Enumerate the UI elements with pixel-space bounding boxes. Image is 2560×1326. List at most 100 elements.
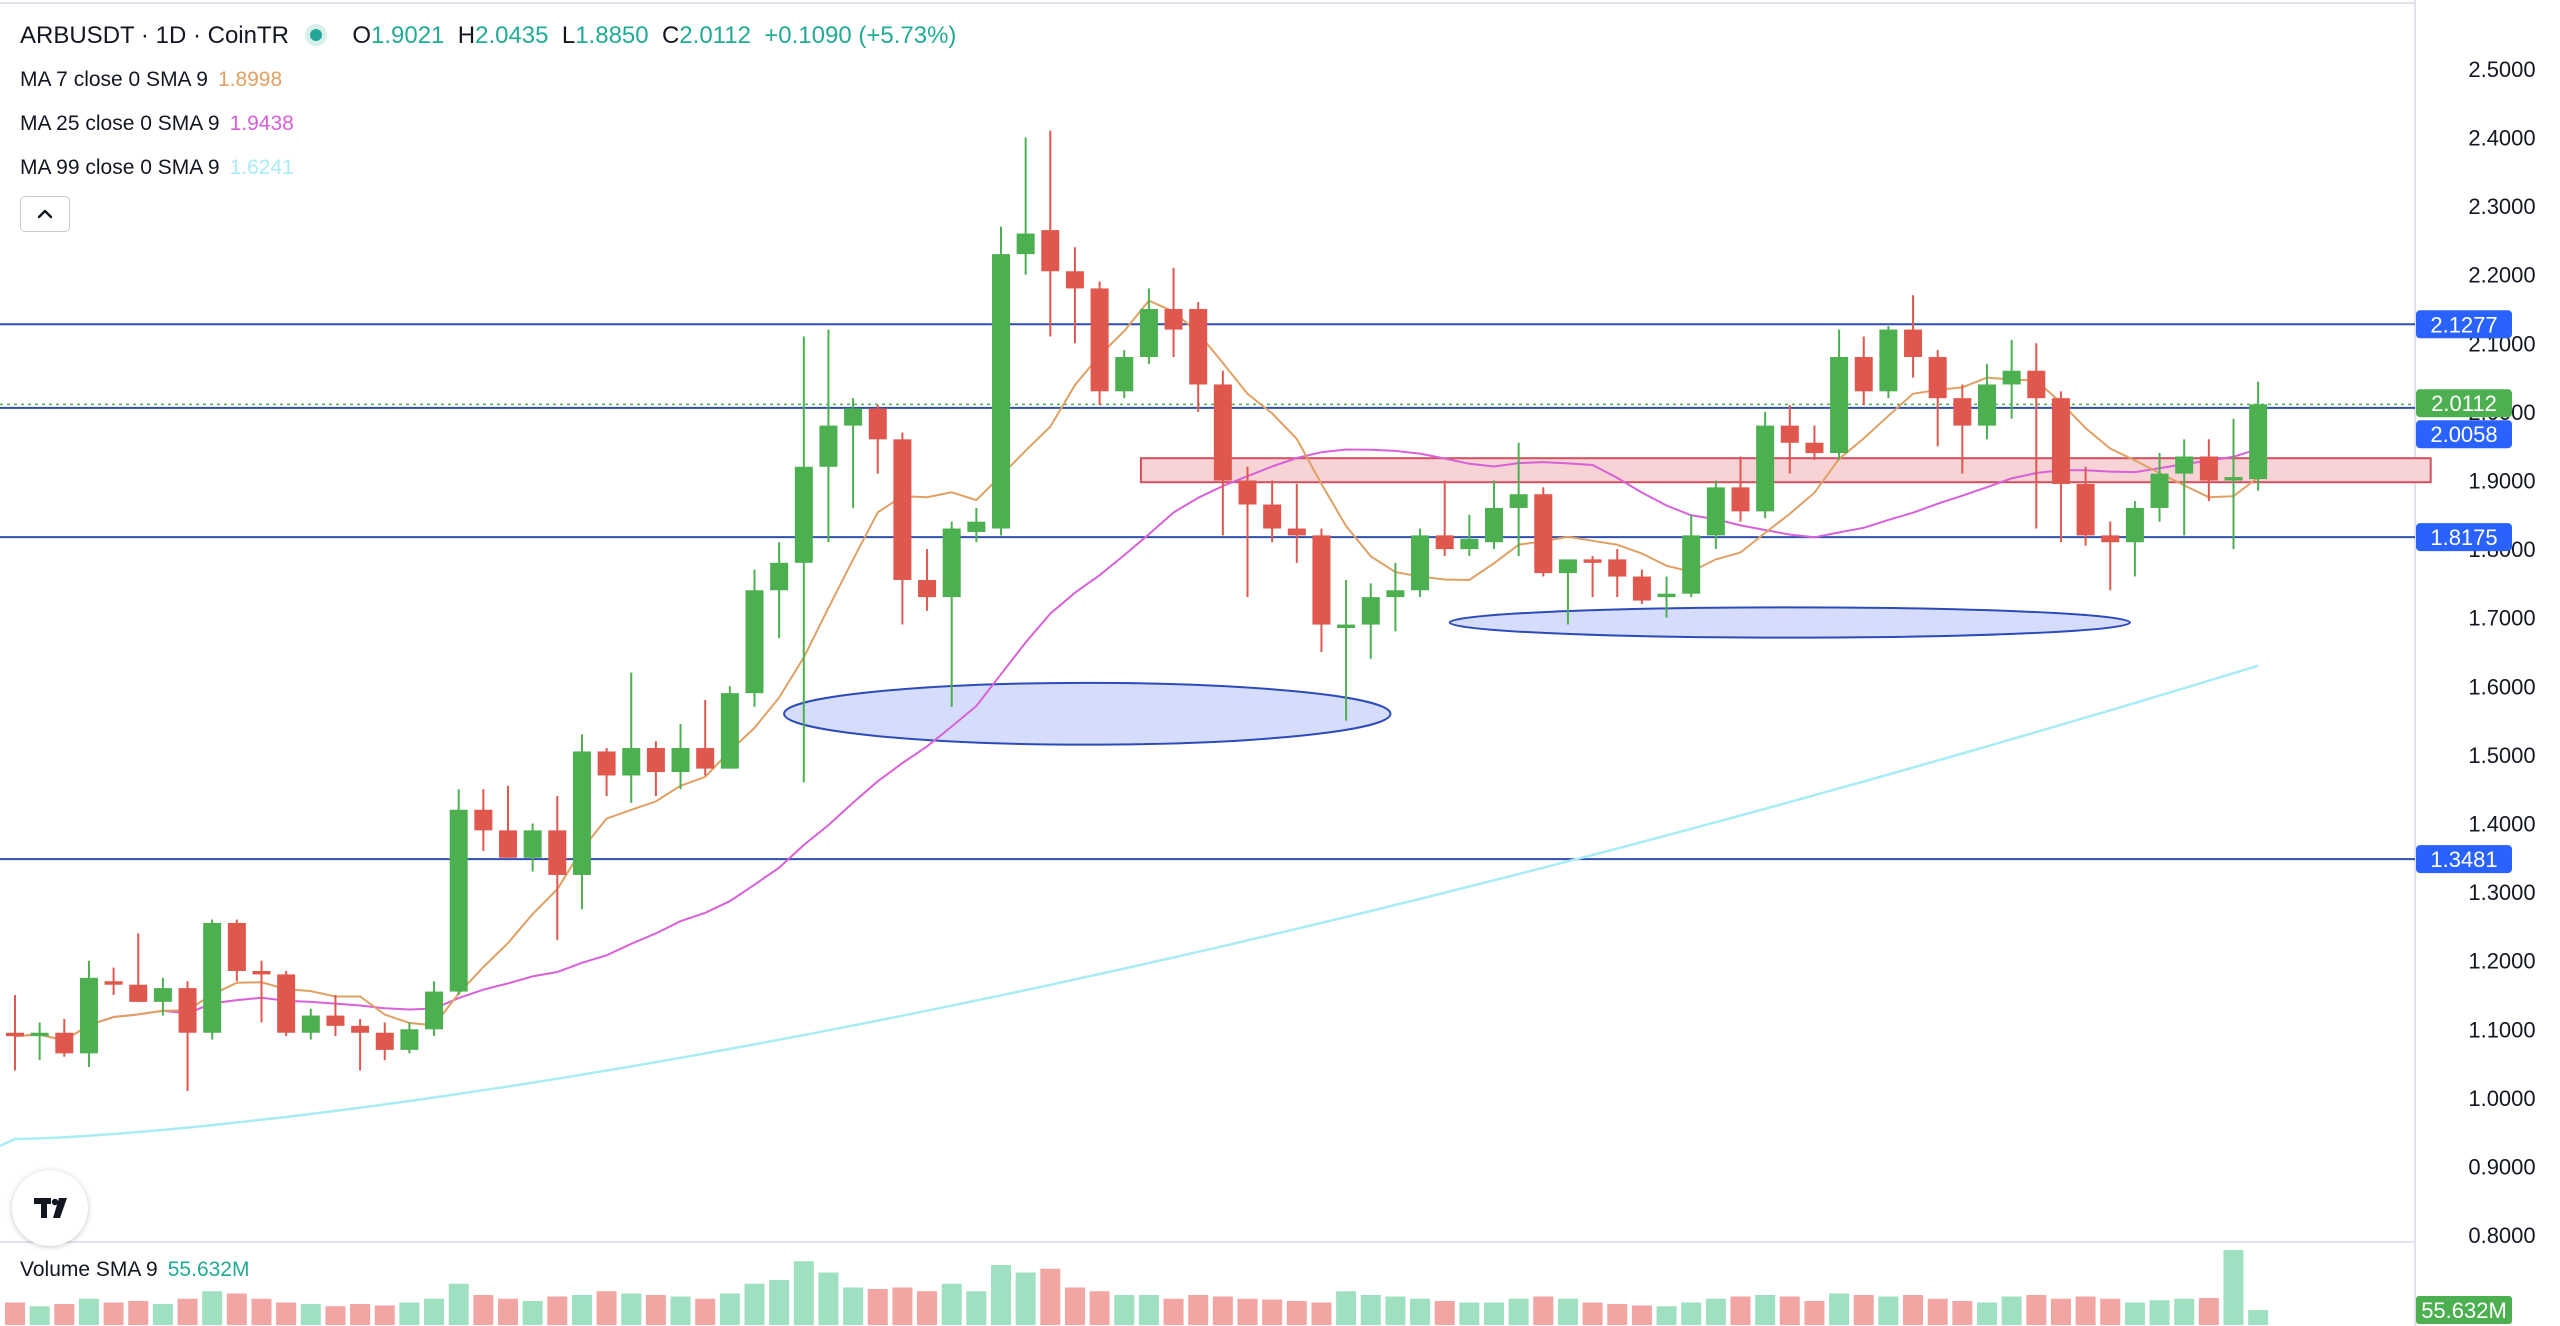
candle[interactable]: [2101, 521, 2120, 591]
candle[interactable]: [1263, 480, 1282, 543]
candle[interactable]: [572, 734, 591, 910]
candle[interactable]: [2249, 381, 2268, 491]
candle[interactable]: [992, 226, 1010, 536]
candle[interactable]: [79, 960, 98, 1068]
candle[interactable]: [1337, 579, 1356, 721]
candle[interactable]: [1805, 425, 1824, 460]
candle[interactable]: [1238, 466, 1257, 598]
candle[interactable]: [474, 789, 493, 851]
candle[interactable]: [1682, 514, 1701, 598]
candle[interactable]: [2076, 466, 2095, 546]
indicator-ma25[interactable]: MA 25 close 0 SMA 9 1.9438: [20, 112, 294, 136]
candle[interactable]: [1879, 326, 1898, 399]
candle[interactable]: [1608, 549, 1627, 598]
candle[interactable]: [1090, 281, 1109, 406]
candle[interactable]: [893, 432, 912, 625]
candle[interactable]: [1041, 130, 1060, 337]
candle[interactable]: [2175, 439, 2194, 536]
candle[interactable]: [449, 789, 468, 995]
candle[interactable]: [203, 919, 222, 1040]
candle[interactable]: [1854, 336, 1873, 406]
candle[interactable]: [720, 686, 739, 769]
candle[interactable]: [153, 977, 172, 1016]
tradingview-logo[interactable]: [12, 1170, 88, 1246]
candle[interactable]: [1509, 442, 1528, 556]
candle[interactable]: [1706, 480, 1725, 550]
candle[interactable]: [129, 933, 148, 1002]
candle[interactable]: [6, 995, 24, 1071]
candle[interactable]: [1361, 583, 1380, 659]
candle[interactable]: [844, 398, 863, 508]
candle[interactable]: [2125, 501, 2144, 577]
candle[interactable]: [252, 960, 271, 1023]
candle[interactable]: [1534, 487, 1553, 577]
candle[interactable]: [104, 967, 123, 995]
candle[interactable]: [1386, 562, 1405, 632]
candle[interactable]: [918, 549, 937, 611]
candle[interactable]: [1583, 555, 1602, 598]
candle[interactable]: [1139, 288, 1158, 364]
candle[interactable]: [1016, 137, 1035, 275]
candle[interactable]: [2027, 343, 2046, 529]
candle[interactable]: [1115, 350, 1134, 399]
candle[interactable]: [499, 785, 517, 858]
candle[interactable]: [1558, 559, 1577, 625]
candle[interactable]: [1928, 350, 1947, 447]
market-status-icon[interactable]: [309, 29, 322, 41]
candle[interactable]: [1213, 370, 1232, 536]
candle[interactable]: [1287, 483, 1306, 563]
candle[interactable]: [1435, 480, 1454, 556]
candle[interactable]: [277, 970, 296, 1037]
candle[interactable]: [671, 724, 690, 790]
candle[interactable]: [646, 741, 665, 797]
candle[interactable]: [351, 1019, 370, 1071]
candle[interactable]: [30, 1022, 49, 1061]
candle[interactable]: [1953, 384, 1972, 474]
candle[interactable]: [2051, 391, 2070, 543]
price-axis[interactable]: 2.50002.40002.30002.20002.10002.00001.90…: [2468, 57, 2535, 1248]
candle[interactable]: [178, 981, 197, 1092]
candle[interactable]: [1485, 480, 1503, 550]
indicator-ma99[interactable]: MA 99 close 0 SMA 9 1.6241: [20, 156, 294, 180]
candle[interactable]: [227, 919, 246, 982]
candle[interactable]: [1780, 405, 1799, 474]
candle[interactable]: [819, 329, 838, 543]
candle[interactable]: [794, 336, 813, 783]
candle[interactable]: [326, 995, 345, 1037]
candle[interactable]: [400, 1022, 419, 1054]
candle[interactable]: [1731, 456, 1750, 522]
candle[interactable]: [1312, 528, 1331, 652]
volume-legend[interactable]: Volume SMA 9 55.632M: [20, 1258, 249, 1282]
candle[interactable]: [942, 521, 961, 707]
candle[interactable]: [548, 796, 567, 941]
candle[interactable]: [745, 569, 764, 707]
candle[interactable]: [597, 748, 616, 797]
candle[interactable]: [1411, 528, 1430, 598]
candle[interactable]: [2002, 339, 2021, 419]
candle[interactable]: [770, 542, 789, 639]
candle[interactable]: [1065, 247, 1084, 344]
candle[interactable]: [1189, 302, 1208, 412]
candle[interactable]: [375, 1022, 394, 1061]
interval[interactable]: 1D: [155, 22, 187, 49]
candle[interactable]: [2150, 453, 2169, 522]
candle[interactable]: [2224, 418, 2243, 550]
candle[interactable]: [1632, 569, 1651, 604]
candle[interactable]: [1904, 295, 1923, 378]
candle[interactable]: [1830, 329, 1849, 460]
candle[interactable]: [967, 507, 986, 543]
candle[interactable]: [1978, 363, 1996, 440]
collapse-legend-button[interactable]: [20, 196, 70, 232]
candles[interactable]: [6, 130, 2268, 1092]
candle[interactable]: [523, 823, 542, 872]
symbol-name[interactable]: ARBUSDT: [20, 22, 135, 49]
indicator-ma7[interactable]: MA 7 close 0 SMA 9 1.8998: [20, 68, 282, 92]
candle[interactable]: [696, 700, 715, 776]
candle[interactable]: [2199, 439, 2218, 502]
candle[interactable]: [1657, 576, 1676, 618]
candle[interactable]: [55, 1019, 74, 1057]
candle[interactable]: [425, 981, 444, 1037]
candle[interactable]: [1460, 514, 1479, 556]
candle[interactable]: [868, 405, 887, 474]
